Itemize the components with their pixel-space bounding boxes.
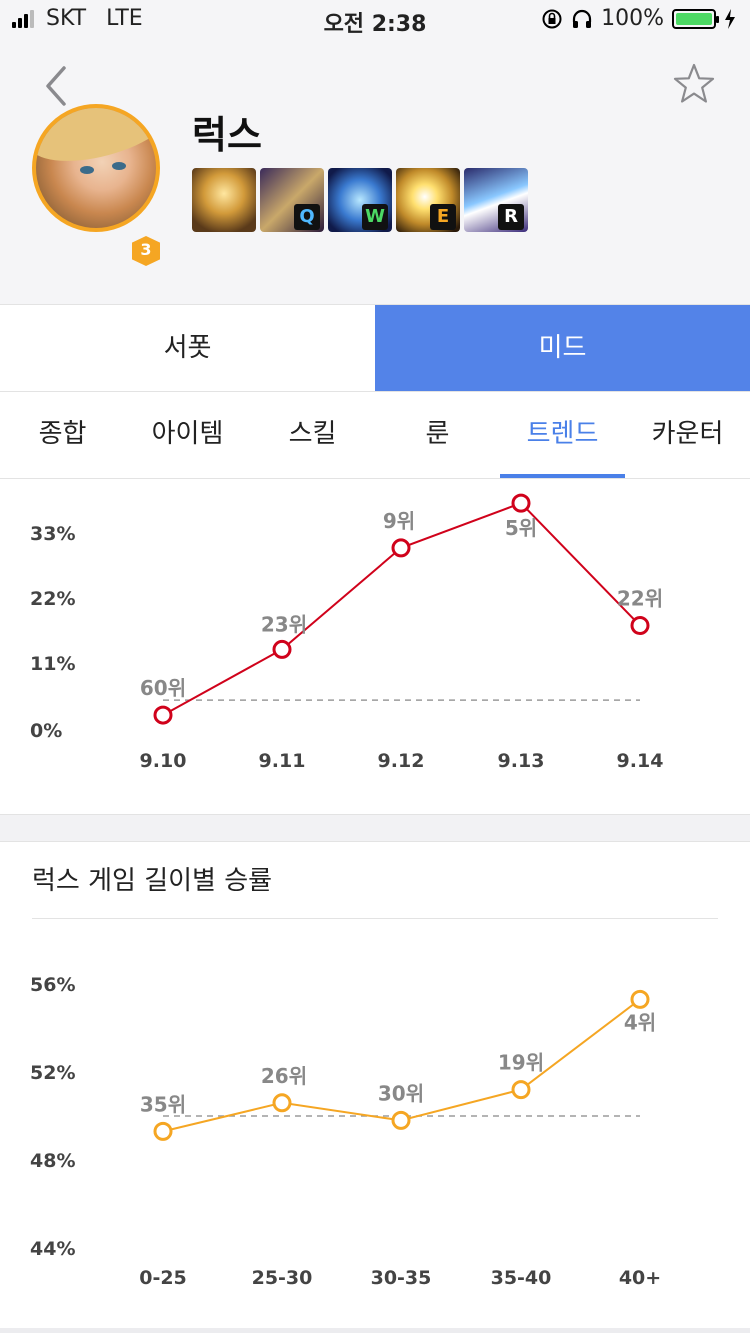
rank-label: 60위 (140, 676, 186, 700)
y-tick-label: 0% (30, 720, 62, 742)
status-time: 오전 2:38 (323, 12, 427, 37)
x-tick-label: 30-35 (371, 1267, 432, 1289)
tab-counter[interactable]: 카운터 (651, 419, 724, 449)
tab-bar: 종합 아이템 스킬 룬 트렌드 카운터 (0, 392, 750, 479)
tab-runes[interactable]: 룬 (425, 419, 450, 449)
rank-label: 22위 (617, 587, 663, 611)
skill-list: Q W E R (192, 168, 528, 232)
x-tick-label: 0-25 (139, 1267, 187, 1289)
favorite-star-icon[interactable] (672, 62, 716, 106)
tab-overview[interactable]: 종합 (38, 419, 87, 449)
section-title: 럭스 게임 길이별 승률 (32, 866, 273, 896)
y-tick-label: 44% (30, 1238, 75, 1260)
rank-label: 19위 (498, 1051, 544, 1075)
q-skill-icon[interactable]: Q (260, 168, 324, 232)
r-skill-icon[interactable]: R (464, 168, 528, 232)
status-right: 100% (541, 6, 736, 31)
signal-icon (12, 9, 34, 28)
x-tick-label: 9.13 (498, 750, 545, 772)
x-tick-label: 40+ (619, 1267, 661, 1289)
battery-icon (672, 8, 719, 29)
rank-label: 9위 (383, 509, 415, 533)
data-point[interactable] (391, 538, 411, 558)
x-tick-label: 9.12 (378, 750, 425, 772)
status-left: SKT LTE (12, 6, 143, 31)
skill-key-r: R (498, 204, 524, 230)
w-skill-icon[interactable]: W (328, 168, 392, 232)
bottom-divider (0, 1328, 750, 1333)
orientation-lock-icon (542, 9, 562, 28)
x-tick-label: 9.11 (259, 750, 306, 772)
tab-trend[interactable]: 트렌드 (500, 392, 625, 478)
y-tick-label: 48% (30, 1150, 75, 1172)
network-label: LTE (106, 6, 143, 31)
section-divider (0, 814, 750, 842)
passive-skill-icon[interactable] (192, 168, 256, 232)
trend-rank-chart: 33% 22% 11% 0% 60위 23위 9위 5위 22위 9.10 9.11 9.12 9.13… (30, 493, 664, 772)
level-badge: 3 (132, 236, 160, 266)
champion-avatar (32, 104, 160, 232)
charging-icon (725, 8, 735, 29)
status-bar: SKT LTE 오전 2:38 100% (0, 0, 750, 40)
rank-label: 5위 (505, 516, 537, 540)
data-point[interactable] (630, 616, 650, 636)
role-selector: 서폿 미드 (0, 305, 750, 392)
section-title-divider (32, 918, 718, 919)
skill-key-e: E (430, 204, 456, 230)
role-mid-button[interactable]: 미드 (375, 305, 750, 391)
data-point[interactable] (511, 1080, 531, 1100)
data-point[interactable] (272, 639, 292, 659)
rank-label: 26위 (261, 1064, 307, 1088)
tab-items[interactable]: 아이템 (151, 419, 224, 449)
data-point[interactable] (630, 989, 650, 1009)
data-point[interactable] (391, 1110, 411, 1130)
series-line (162, 501, 641, 716)
battery-percent: 100% (601, 6, 664, 31)
rank-label: 23위 (261, 612, 307, 636)
role-support-button[interactable]: 서폿 (0, 305, 375, 391)
rank-label: 35위 (140, 1092, 186, 1116)
y-tick-label: 52% (30, 1062, 75, 1084)
y-tick-label: 56% (30, 974, 75, 996)
game-length-winrate-chart: 56% 52% 48% 44% 35위 26위 30위 19위 4위 0-25 25-30 30-35… (30, 974, 661, 1289)
rank-label: 4위 (624, 1010, 656, 1034)
e-skill-icon[interactable]: E (396, 168, 460, 232)
data-point[interactable] (153, 1121, 173, 1141)
champion-name: 럭스 (192, 113, 262, 157)
y-tick-label: 22% (30, 588, 75, 610)
headphones-icon (572, 9, 592, 28)
data-point[interactable] (153, 705, 173, 725)
skill-key-q: Q (294, 204, 320, 230)
tab-skills[interactable]: 스킬 (288, 419, 337, 449)
x-tick-label: 35-40 (491, 1267, 552, 1289)
rank-label: 30위 (378, 1081, 424, 1105)
y-tick-label: 11% (30, 653, 75, 675)
carrier-label: SKT (46, 6, 87, 31)
x-tick-label: 25-30 (252, 1267, 313, 1289)
data-point[interactable] (272, 1093, 292, 1113)
back-icon[interactable] (38, 62, 78, 110)
x-tick-label: 9.10 (140, 750, 187, 772)
skill-key-w: W (362, 204, 388, 230)
data-point[interactable] (511, 493, 531, 513)
y-tick-label: 33% (30, 523, 75, 545)
x-tick-label: 9.14 (617, 750, 664, 772)
